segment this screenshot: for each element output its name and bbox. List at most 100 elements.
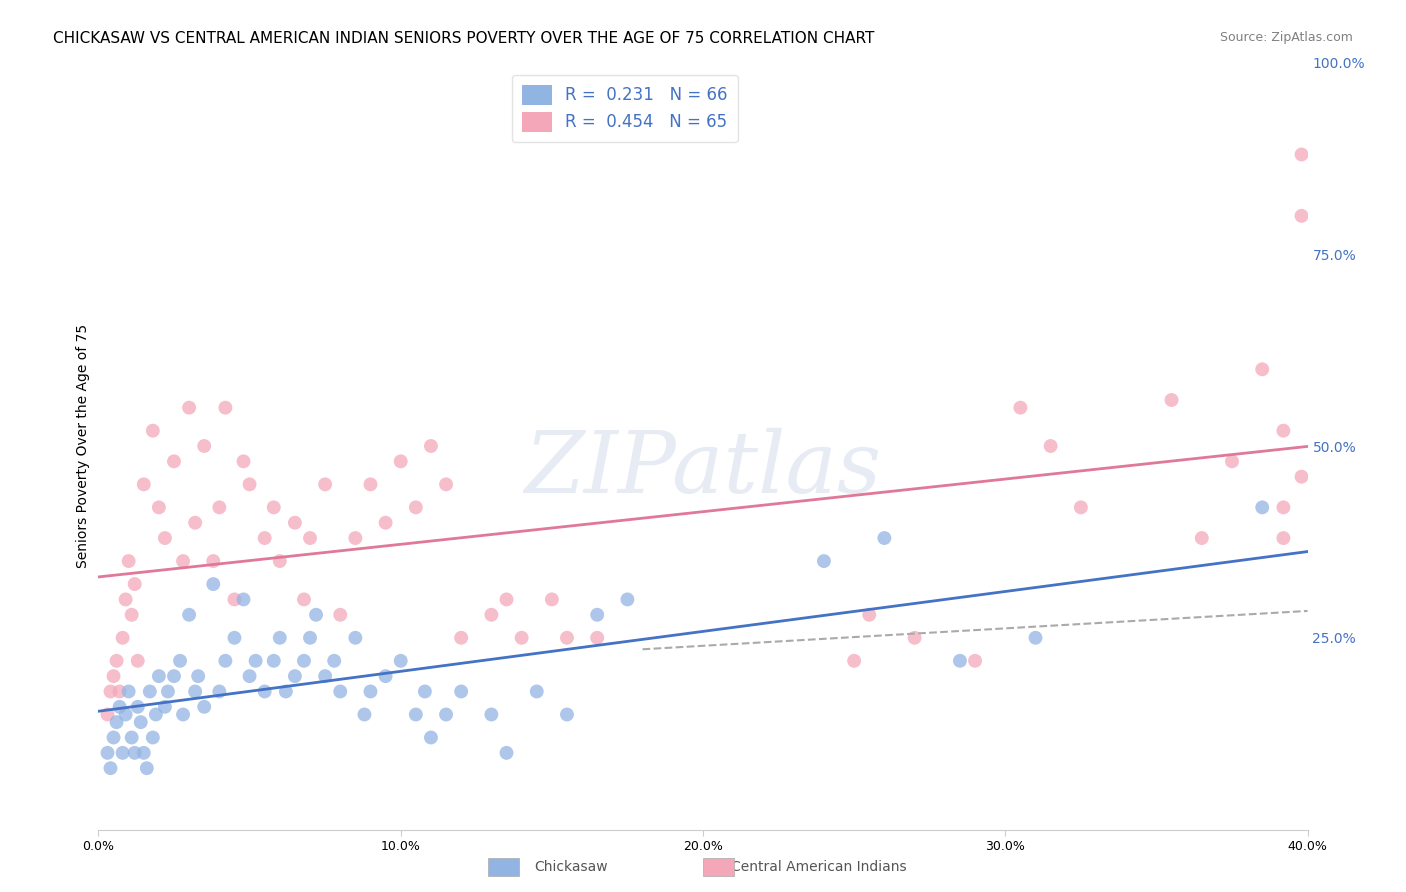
Point: [299, 631, 322, 645]
Point: [1160, 392, 1182, 407]
Point: [1191, 531, 1213, 545]
Point: [1291, 147, 1313, 161]
Point: [949, 654, 972, 668]
Point: [253, 531, 276, 545]
Point: [344, 531, 367, 545]
Point: [434, 707, 457, 722]
Point: [360, 684, 382, 698]
Point: [214, 401, 236, 415]
Point: [844, 654, 866, 668]
Point: [405, 707, 427, 722]
Text: Source: ZipAtlas.com: Source: ZipAtlas.com: [1219, 31, 1353, 45]
Point: [121, 607, 143, 622]
Point: [163, 669, 186, 683]
Point: [108, 699, 131, 714]
Point: [360, 477, 382, 491]
Point: [1024, 631, 1046, 645]
Point: [193, 439, 215, 453]
Point: [344, 631, 367, 645]
Point: [510, 631, 533, 645]
Point: [172, 554, 194, 568]
Point: [153, 531, 176, 545]
Point: [434, 477, 457, 491]
Point: [586, 607, 609, 622]
Point: [374, 669, 396, 683]
Point: [148, 500, 170, 515]
Point: [124, 577, 146, 591]
Point: [616, 592, 638, 607]
Point: [1220, 454, 1243, 468]
Point: [139, 684, 162, 698]
Point: [184, 684, 207, 698]
Point: [329, 607, 352, 622]
Point: [586, 631, 609, 645]
Point: [232, 592, 254, 607]
Text: CHICKASAW VS CENTRAL AMERICAN INDIAN SENIORS POVERTY OVER THE AGE OF 75 CORRELAT: CHICKASAW VS CENTRAL AMERICAN INDIAN SEN…: [53, 31, 875, 46]
Point: [292, 592, 315, 607]
Point: [114, 707, 136, 722]
Point: [292, 654, 315, 668]
Point: [314, 477, 336, 491]
Point: [132, 477, 155, 491]
Point: [450, 631, 472, 645]
Point: [239, 669, 262, 683]
Text: Central American Indians: Central American Indians: [731, 860, 907, 874]
Point: [135, 761, 157, 775]
Y-axis label: Seniors Poverty Over the Age of 75: Seniors Poverty Over the Age of 75: [76, 324, 90, 568]
Point: [153, 699, 176, 714]
Point: [389, 654, 412, 668]
Point: [314, 669, 336, 683]
Point: [555, 631, 578, 645]
Point: [118, 684, 141, 698]
Point: [208, 500, 231, 515]
Point: [858, 607, 880, 622]
Point: [405, 500, 427, 515]
Point: [420, 731, 443, 745]
Point: [105, 715, 128, 730]
Point: [103, 669, 125, 683]
Point: [232, 454, 254, 468]
Point: [124, 746, 146, 760]
Point: [156, 684, 179, 698]
Point: [284, 669, 307, 683]
Point: [193, 699, 215, 714]
Point: [179, 607, 201, 622]
Point: [299, 531, 322, 545]
Point: [121, 731, 143, 745]
Point: [111, 631, 134, 645]
Point: [103, 731, 125, 745]
Point: [1272, 531, 1295, 545]
Point: [1272, 500, 1295, 515]
Point: [450, 684, 472, 698]
Point: [1251, 362, 1274, 376]
Point: [108, 684, 131, 698]
Point: [179, 401, 201, 415]
Point: [873, 531, 896, 545]
Point: [111, 746, 134, 760]
Point: [495, 592, 517, 607]
Point: [224, 631, 246, 645]
Point: [163, 454, 186, 468]
Point: [269, 554, 291, 568]
Point: [224, 592, 246, 607]
Point: [420, 439, 443, 453]
Point: [904, 631, 927, 645]
Point: [540, 592, 562, 607]
Point: [263, 500, 285, 515]
Point: [353, 707, 375, 722]
Point: [555, 707, 578, 722]
Point: [96, 746, 118, 760]
Point: [202, 577, 225, 591]
Point: [172, 707, 194, 722]
Point: [481, 607, 503, 622]
Point: [132, 746, 155, 760]
Point: [127, 699, 149, 714]
Point: [202, 554, 225, 568]
Point: [253, 684, 276, 698]
Point: [114, 592, 136, 607]
Point: [129, 715, 152, 730]
Point: [481, 707, 503, 722]
Point: [274, 684, 297, 698]
Point: [184, 516, 207, 530]
Point: [495, 746, 517, 760]
